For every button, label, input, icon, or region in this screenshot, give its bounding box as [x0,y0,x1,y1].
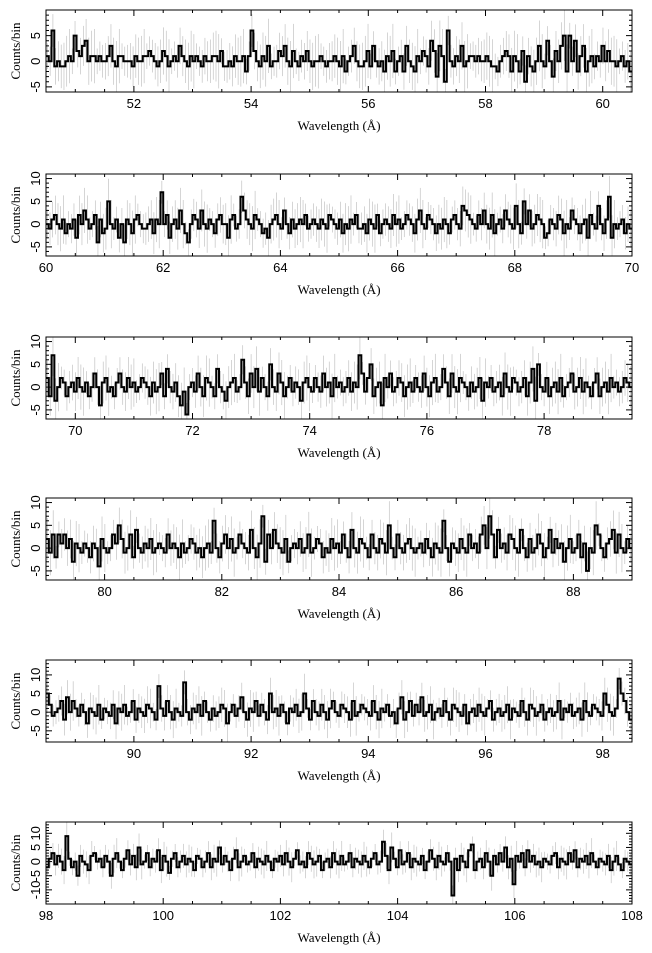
x-axis-title: Wavelength (Å) [297,118,380,133]
y-tick-label: 5 [28,198,43,205]
y-axis-title: Counts/bin [8,672,23,730]
series-step-line [46,677,632,725]
y-axis-title: Counts/bin [8,834,23,892]
x-tick-label: 64 [273,260,287,275]
x-tick-label: 70 [625,260,639,275]
x-tick-label: 82 [215,584,229,599]
x-tick-label: 92 [244,746,258,761]
y-axis-title: Counts/bin [8,349,23,407]
chart-panel-2: 60 62 64 66 68 70 -5 0 5 10 Wavelength (Å) Counts/b… [8,171,639,297]
y-tick-label: -5 [28,870,43,882]
x-tick-label: 98 [39,908,53,923]
chart-panel-3: 70 72 74 76 78 -5 0 5 10 Wavelength (Å) Counts/bin [8,334,633,460]
x-tick-label: 94 [361,746,375,761]
x-axis-title: Wavelength (Å) [297,445,380,460]
x-tick-label: 96 [478,746,492,761]
y-tick-label: 10 [28,495,43,509]
x-axis-title: Wavelength (Å) [297,282,380,297]
x-tick-label: 58 [478,96,492,111]
x-tick-label: 76 [420,423,434,438]
y-tick-label: -10 [28,880,43,899]
x-tick-label: 54 [244,96,258,111]
x-tick-label: 62 [156,260,170,275]
y-axis-title: Counts/bin [8,186,23,244]
y-tick-label: 0 [28,220,43,227]
x-axis-title: Wavelength (Å) [297,606,380,621]
y-axis-title: Counts/bin [8,510,23,568]
x-tick-label: 98 [595,746,609,761]
error-bars [47,175,631,256]
x-tick-label: 104 [387,908,409,923]
x-tick-label: 102 [270,908,292,923]
x-tick-label: 60 [595,96,609,111]
x-tick-label: 56 [361,96,375,111]
x-tick-label: 88 [566,584,580,599]
y-tick-label: 5 [28,690,43,697]
x-tick-label: 106 [504,908,526,923]
y-tick-label: -5 [28,241,43,253]
series-step-line [46,191,632,244]
series-step-line [46,29,632,83]
x-tick-label: 90 [127,746,141,761]
y-tick-label: 0 [28,858,43,865]
x-tick-label: 84 [332,584,346,599]
y-tick-label: 0 [28,58,43,65]
x-tick-label: 70 [68,423,82,438]
chart-panel-5: 90 92 94 96 98 -5 0 5 10 Wavelength (Å) Counts/bin [8,659,633,783]
x-tick-label: 100 [152,908,174,923]
x-tick-label: 78 [537,423,551,438]
y-tick-label: -5 [28,81,43,93]
y-axis-title: Counts/bin [8,22,23,80]
chart-panel-1: 52 54 56 58 60 -5 0 5 Wavelength (Å) Counts/bin [8,9,633,133]
series-step-line [46,354,632,416]
x-tick-label: 80 [97,584,111,599]
x-axis-title: Wavelength (Å) [297,768,380,783]
x-tick-label: 66 [390,260,404,275]
x-tick-label: 108 [621,908,643,923]
x-tick-label: 60 [39,260,53,275]
y-tick-label: 0 [28,544,43,551]
y-tick-label: 5 [28,361,43,368]
y-tick-label: 5 [28,522,43,529]
y-tick-label: -5 [28,565,43,577]
plot-frame [45,9,633,93]
x-axis-title: Wavelength (Å) [297,930,380,945]
plot-frame [45,173,633,257]
series-step-line [46,835,632,897]
y-tick-label: -5 [28,404,43,416]
y-tick-label: 0 [28,383,43,390]
x-tick-label: 52 [127,96,141,111]
error-bars [47,337,631,419]
chart-panel-6: 98 100 102 104 106 108 -10-5 0 5 10 Wavelength (Å)… [8,821,643,945]
y-tick-label: 10 [28,334,43,348]
x-tick-label: 74 [302,423,316,438]
error-bars [47,10,631,92]
chart-panel-4: 80 82 84 86 88 -5 0 5 10 Wavelength (Å) Counts/bin [8,495,633,621]
x-tick-label: 86 [449,584,463,599]
y-tick-label: 10 [28,171,43,185]
y-tick-label: 10 [28,668,43,682]
y-tick-label: 10 [28,826,43,840]
y-tick-label: -5 [28,725,43,737]
x-tick-label: 68 [508,260,522,275]
y-tick-label: 5 [28,844,43,851]
y-tick-label: 0 [28,709,43,716]
series-step-line [46,515,632,572]
y-tick-label: 5 [28,32,43,39]
x-tick-label: 72 [185,423,199,438]
